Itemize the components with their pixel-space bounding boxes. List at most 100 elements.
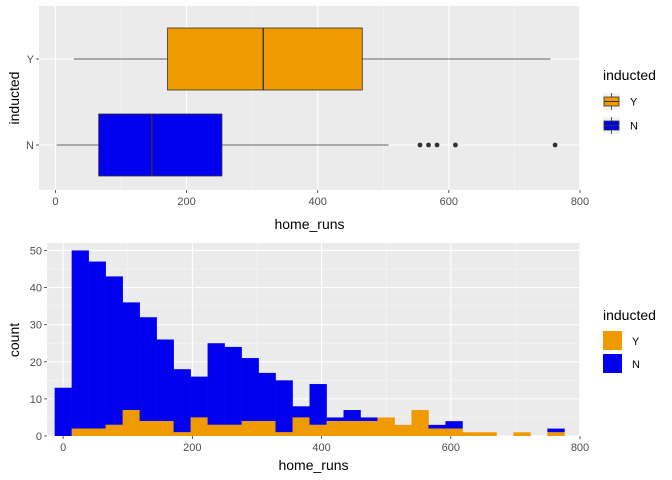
boxplot-y-tick-label: N [26,140,34,152]
histogram-y-tick-label: 40 [30,283,42,295]
histogram-bar-N [343,410,361,422]
boxplot-x-tick-label: 400 [309,196,327,208]
histogram-bar-Y [547,432,565,436]
histogram-bar-N [241,358,259,422]
histogram-bar-N [54,387,72,436]
histogram-bar-Y [394,424,412,436]
histogram-y-tick-label: 10 [30,394,42,406]
box-outlier [417,142,423,148]
legend-key-swatch [603,331,622,350]
histogram-legend-label: N [632,359,640,371]
histogram-x-axis-title: home_runs [278,457,348,473]
histogram-bar-Y [122,410,140,436]
histogram-legend-entry-N: N [603,354,640,373]
histogram-bar-Y [258,421,276,436]
histogram-x-tick-label: 800 [571,442,589,454]
histogram-bar-N [207,343,225,425]
histogram-bar-Y [377,417,395,436]
histogram-bar-Y [71,428,89,436]
boxplot-x-axis-title: home_runs [274,216,344,232]
histogram-bar-N [190,376,208,418]
histogram-bar-Y [173,432,191,436]
histogram-bar-Y [224,424,242,436]
histogram-bar-Y [445,428,463,436]
histogram-x-tick-label: 200 [183,442,201,454]
histogram-bar-Y [156,421,174,436]
histogram-bar-N [173,369,191,433]
boxplot-x-tick-label: 200 [177,196,195,208]
histogram-x-tick-label: 600 [442,442,460,454]
box-outlier [426,142,431,148]
boxplot-x-tick-label: 0 [52,196,58,208]
histogram-bar-Y [326,421,344,436]
histogram-bar-Y [275,432,293,436]
boxplot-legend-label: N [630,121,638,133]
boxplot-legend-title: inducted [603,67,656,83]
box-iqr [167,27,363,91]
histogram-bar-Y [428,428,446,436]
boxplot-x-tick-label: 600 [440,196,458,208]
box-outlier [552,142,558,148]
histogram-bars [54,250,565,436]
histogram-y-axis-title: count [6,323,22,357]
histogram-bar-N [360,417,378,422]
histogram-bar-Y [241,421,259,436]
histogram-bar-Y [88,428,106,436]
histogram-legend-label: Y [632,336,640,348]
boxplot-legend-entry-N: N [603,117,638,134]
histogram-bar-N [105,276,123,425]
histogram-bar-N [309,384,327,425]
box-outlier [453,142,458,148]
histogram-bar-Y [190,417,208,436]
histogram-bar-Y [207,424,225,436]
histogram-bar-Y [105,424,123,436]
histogram-y-tick-label: 50 [30,245,42,257]
histogram-panel: 0 200 400 600 800 0 10 20 30 40 50 home_runs coun… [6,243,656,473]
histogram-bar-N [88,261,106,429]
histogram-bar-Y [513,432,531,436]
boxplot-x-tick-label: 800 [571,196,589,208]
box-N [56,113,558,177]
histogram-legend-entry-Y: Y [603,331,640,350]
histogram-bar-Y [411,410,429,436]
histogram-legend-title: inducted [603,307,656,323]
histogram-x-tick-label: 400 [312,442,330,454]
histogram-bar-N [326,417,344,422]
histogram-bar-N [258,372,276,422]
boxplot-marks [56,27,558,177]
histogram-bar-N [71,250,89,429]
histogram-x-tick-label: 0 [60,442,66,454]
boxplot-panel: 0 200 400 600 800 YN home_runs inducted indu… [6,6,656,232]
box-iqr [98,113,223,177]
histogram-bar-N [122,302,140,411]
histogram-bar-Y [343,421,361,436]
boxplot-y-axis-title: inducted [6,72,22,125]
histogram-bar-N [292,406,310,418]
histogram-bar-N [547,428,565,433]
histogram-bar-Y [292,417,310,436]
boxplot-legend-label: Y [630,97,638,109]
box-outlier [434,142,440,148]
histogram-bar-N [156,339,174,422]
box-Y [73,27,551,91]
histogram-bar-Y [360,421,378,436]
boxplot-legend: inducted YN [603,67,656,134]
histogram-x-ticks: 0 200 400 600 800 [60,436,589,454]
histogram-bar-N [275,380,293,433]
histogram-bar-N [445,421,463,429]
histogram-y-tick-label: 20 [30,357,42,369]
histogram-bar-N [224,346,242,425]
histogram-y-ticks: 0 10 20 30 40 50 [30,245,47,443]
boxplot-legend-entry-Y: Y [603,93,638,110]
histogram-y-tick-label: 30 [30,320,42,332]
histogram-bar-Y [139,421,157,436]
histogram-legend: inducted YN [603,307,656,373]
boxplot-x-ticks: 0 200 400 600 800 [52,190,589,208]
histogram-y-tick-label: 0 [36,431,42,443]
histogram-bar-Y [462,432,480,436]
boxplot-y-tick-label: Y [27,54,35,66]
histogram-bar-N [139,317,157,422]
histogram-bar-Y [309,424,327,436]
histogram-bar-Y [479,432,497,436]
